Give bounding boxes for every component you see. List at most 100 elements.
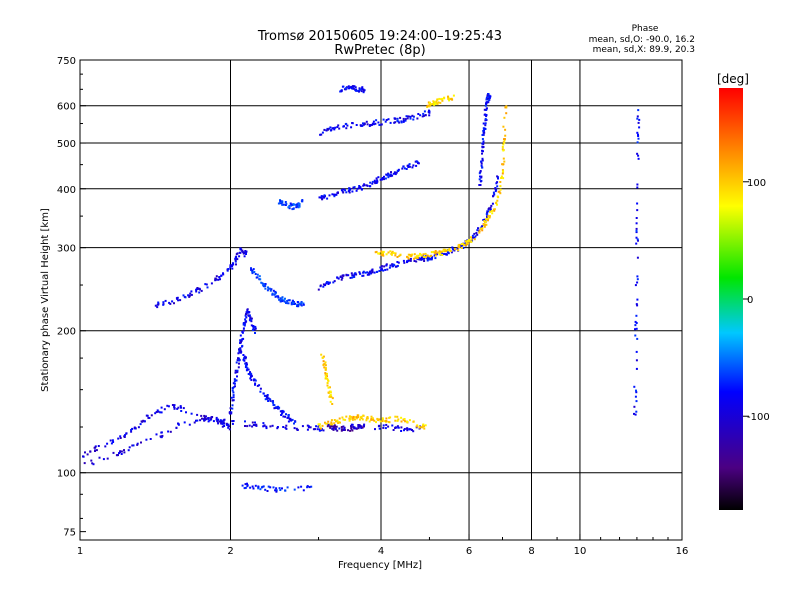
data-point [364,271,367,274]
data-point [291,203,294,206]
data-point [383,265,386,268]
data-point [382,426,385,429]
data-point [243,324,246,327]
data-point [350,126,353,129]
data-point [176,297,178,300]
data-point [481,159,484,162]
data-point [362,184,365,187]
data-point [116,454,119,456]
data-point [254,383,256,386]
data-point [342,425,345,428]
data-point [493,209,496,212]
data-point [251,329,254,331]
data-point [250,324,253,327]
data-point [252,424,255,426]
data-point [409,115,412,118]
data-point [316,428,319,431]
data-point [343,427,346,430]
data-point [636,183,639,186]
data-point [286,300,289,302]
data-point [220,422,223,425]
data-point [286,486,289,489]
data-point [470,240,473,243]
data-point [329,426,332,429]
data-point [222,273,225,276]
data-point [447,95,449,98]
data-point [269,398,272,401]
data-point [466,243,468,246]
data-point [635,367,638,370]
data-point [250,317,253,320]
data-point [242,323,245,326]
data-point [119,437,122,439]
data-point [487,215,490,218]
data-point [279,297,282,300]
data-point [329,394,332,397]
data-point [254,327,257,330]
data-point [242,251,245,254]
data-point [190,290,193,293]
data-point [398,121,401,124]
data-point [635,217,638,219]
data-point [82,455,84,458]
data-point [251,485,254,488]
data-point [389,121,392,124]
data-point [310,485,313,488]
data-point [160,431,163,434]
data-point [434,250,437,252]
data-point [502,143,505,146]
data-point [231,265,233,268]
data-point [331,397,334,400]
data-point [476,229,479,232]
data-point [348,87,350,90]
data-point [485,223,488,226]
data-point [243,487,246,490]
data-point [493,208,496,211]
data-point [492,194,495,197]
data-point [177,406,180,409]
data-point [206,286,209,289]
data-point [231,422,234,425]
data-point [287,416,290,419]
data-point [235,263,237,266]
data-point [347,429,349,432]
data-point [413,260,416,262]
data-point [260,281,263,284]
data-point [173,404,176,407]
data-point [371,182,374,185]
data-point [388,421,391,424]
data-point [403,261,406,264]
data-point [422,423,425,426]
data-point [284,415,287,418]
data-point [436,98,439,101]
data-point [635,391,638,394]
data-point [486,96,489,99]
data-point [123,449,125,452]
data-point [210,282,213,285]
x-tick-label: 16 [676,546,689,557]
data-point [117,437,120,440]
data-point [328,127,331,130]
data-point [201,417,203,420]
data-point [309,426,312,429]
data-point [406,255,408,258]
data-point [504,134,507,137]
data-point [357,416,359,419]
data-point [127,449,130,452]
data-point [633,385,636,388]
colorbar-tick-label: 100 [747,178,766,189]
data-point [171,404,174,406]
data-point [383,420,386,423]
data-point [409,117,412,120]
data-point [428,104,431,107]
data-point [381,178,384,181]
data-point [200,289,203,292]
data-point [405,168,408,170]
colorbar-tick-label: -100 [747,412,770,423]
data-point [636,304,639,307]
data-point [281,487,283,490]
data-point [282,299,285,302]
data-point [448,248,451,250]
data-point [428,258,431,261]
